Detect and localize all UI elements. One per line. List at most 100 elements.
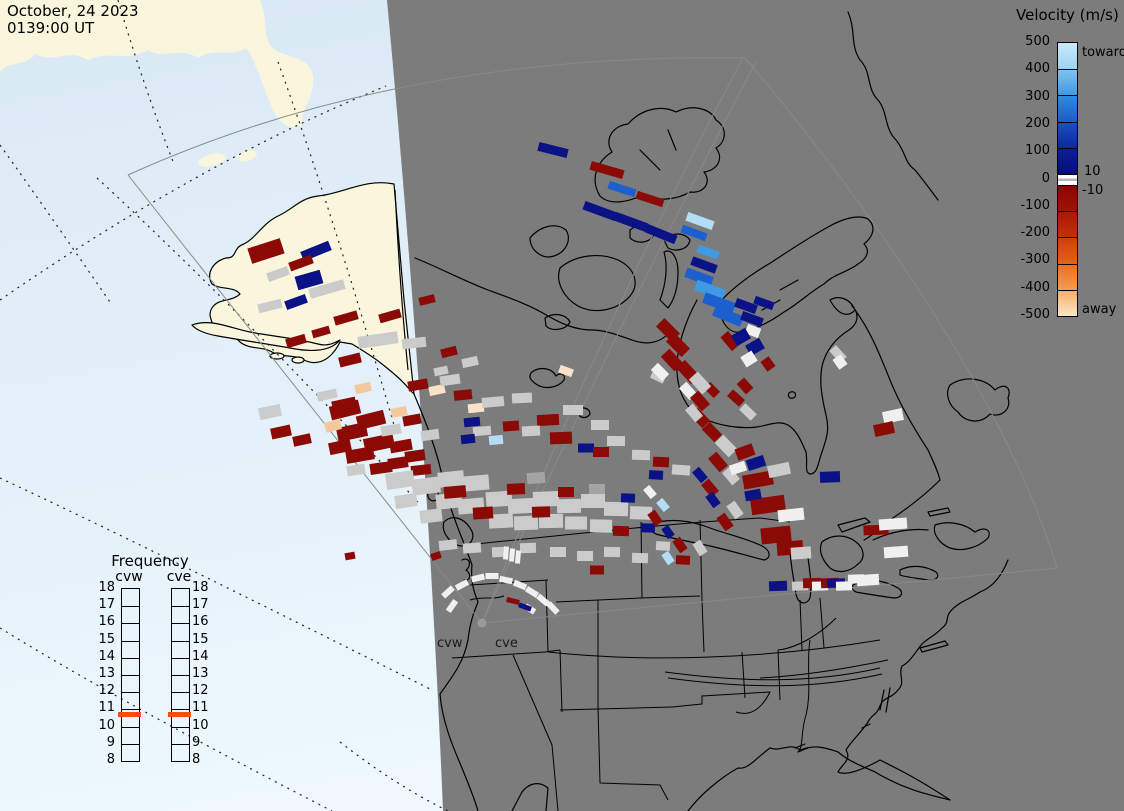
frequency-bar-segment	[122, 709, 139, 726]
velocity-cell	[472, 506, 494, 520]
velocity-cell	[288, 254, 314, 272]
velocity-cell	[346, 463, 366, 477]
velocity-cell	[714, 434, 738, 458]
velocity-cell	[441, 585, 455, 599]
velocity-cell	[872, 421, 896, 437]
velocity-cell	[345, 446, 375, 464]
velocity-cell	[257, 298, 283, 314]
velocity-cell	[335, 422, 369, 442]
velocity-cell	[581, 494, 605, 508]
colorbar-segment	[1058, 121, 1077, 148]
frequency-tick-label: 17	[98, 597, 115, 613]
velocity-cell	[734, 443, 756, 461]
velocity-cell	[692, 539, 708, 557]
colorbar-segment	[1058, 43, 1077, 70]
frequency-tick-label: 14	[192, 648, 209, 664]
velocity-cell	[603, 546, 621, 558]
velocity-cell	[701, 478, 719, 498]
colorbar-tick-label: -300	[1020, 252, 1050, 268]
colorbar-segment	[1058, 147, 1077, 174]
velocity-cell	[402, 413, 422, 427]
velocity-cell	[589, 160, 625, 180]
frequency-bar-cve	[171, 588, 190, 762]
velocity-cell	[603, 501, 629, 517]
colorbar-toward-label: toward	[1082, 45, 1124, 60]
velocity-cell	[521, 425, 541, 437]
velocity-cell	[470, 573, 486, 583]
velocity-cell	[266, 266, 290, 282]
velocity-cell	[777, 507, 805, 523]
frequency-tick-label: 10	[192, 717, 209, 733]
velocity-cell	[514, 550, 522, 564]
velocity-cell	[344, 551, 356, 561]
velocity-cell	[589, 484, 605, 494]
velocity-cell	[742, 470, 774, 490]
velocity-cell	[640, 523, 656, 533]
frequency-bar-segment	[122, 606, 139, 623]
velocity-cell	[694, 279, 726, 301]
velocity-cell	[430, 551, 442, 561]
frequency-bar-segment	[122, 657, 139, 675]
frequency-tick-label: 14	[98, 648, 115, 664]
frequency-bar-segment	[122, 674, 139, 692]
velocity-cell	[518, 602, 532, 612]
velocity-cell	[499, 575, 513, 585]
velocity-cell	[419, 508, 443, 524]
frequency-bar-segment	[122, 743, 139, 761]
frequency-bar-segment	[172, 657, 189, 675]
velocity-cell	[420, 428, 440, 442]
radar-site-dot	[477, 618, 487, 628]
frequency-bar-segment	[172, 589, 189, 606]
velocity-cell	[631, 552, 649, 564]
frequency-column-cve: cve	[166, 569, 192, 585]
frequency-bar-cvw	[121, 588, 140, 762]
velocity-cell	[607, 180, 637, 198]
velocity-cell	[247, 238, 285, 264]
state-borders	[451, 517, 889, 811]
velocity-cell	[308, 279, 346, 299]
frequency-bar-segment	[172, 640, 189, 658]
velocity-cell	[660, 348, 684, 372]
velocity-cell	[508, 548, 516, 562]
velocity-cell	[316, 388, 338, 402]
velocity-cell	[878, 517, 908, 531]
velocity-cell	[369, 461, 393, 475]
velocity-cell	[461, 355, 479, 369]
velocity-cell	[578, 443, 594, 453]
colorbar-tick-label: 200	[1025, 115, 1050, 131]
velocity-cell	[328, 399, 362, 421]
velocity-cell	[443, 485, 467, 499]
colorbar-tick-label: 500	[1025, 34, 1050, 49]
velocity-cell	[439, 373, 461, 387]
frequency-bar-segment	[172, 709, 189, 726]
velocity-cell	[565, 516, 587, 530]
time-text: 0139:00 UT	[7, 19, 95, 37]
velocity-cell	[488, 513, 514, 529]
site-label-cve: cve	[495, 636, 518, 651]
velocity-cell	[440, 345, 458, 359]
frequency-tick-label: 15	[98, 631, 115, 647]
frequency-tick-label: 8	[106, 752, 115, 767]
velocity-cell	[526, 471, 546, 485]
frequency-tick-label: 12	[192, 683, 209, 699]
velocity-cell	[690, 256, 718, 274]
velocity-cell	[385, 470, 415, 490]
velocity-cell	[292, 433, 312, 447]
velocity-cell	[407, 378, 429, 392]
velocity-cell	[652, 456, 670, 468]
velocity-cell	[437, 470, 465, 488]
velocity-cell	[270, 424, 292, 440]
velocity-cell	[680, 224, 708, 242]
velocity-cell	[389, 438, 413, 454]
velocity-cell	[760, 525, 792, 545]
velocity-cell	[390, 406, 408, 418]
velocity-cell	[760, 356, 776, 372]
velocity-cell	[643, 484, 657, 500]
velocity-cell	[538, 513, 564, 529]
velocity-cell	[753, 295, 775, 311]
velocity-cells-layer	[247, 142, 909, 615]
velocity-cell	[589, 519, 613, 533]
colorbar-bar	[1057, 42, 1078, 317]
date-text: October, 24 2023	[7, 2, 139, 20]
